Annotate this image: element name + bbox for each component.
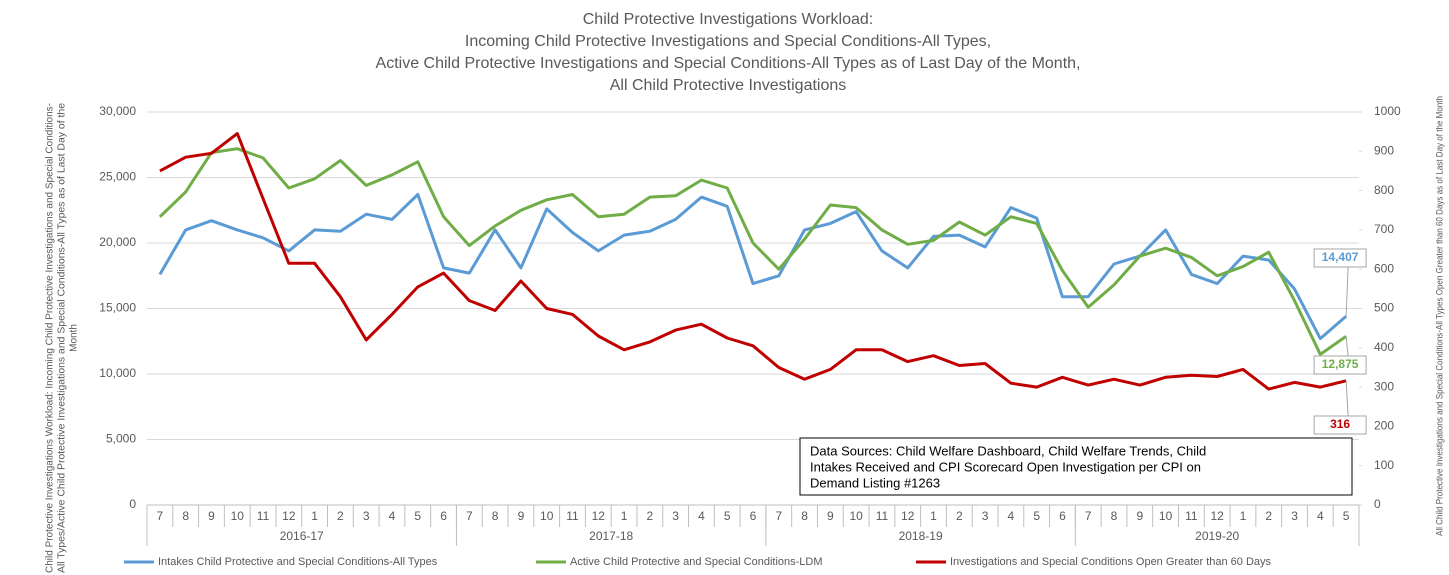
leader-line — [1345, 336, 1349, 357]
x-tick-label: 2 — [956, 509, 963, 523]
y2-tick-label: 900 — [1374, 143, 1394, 157]
y-tick-label: 20,000 — [99, 235, 136, 249]
x-tick-label: 5 — [1343, 509, 1350, 523]
x-tick-label: 9 — [208, 509, 215, 523]
x-tick-label: 7 — [775, 509, 782, 523]
x-tick-label: 11 — [876, 509, 889, 523]
value-label-box — [1313, 415, 1367, 435]
x-group-label: 2019-20 — [1195, 529, 1239, 543]
chart-title: Incoming Child Protective Investigations… — [465, 33, 991, 50]
x-tick-label: 7 — [1085, 509, 1092, 523]
x-tick-label: 6 — [750, 509, 757, 523]
x-tick-label: 3 — [672, 509, 679, 523]
chart-title: Active Child Protective Investigations a… — [376, 55, 1081, 72]
x-tick-label: 9 — [827, 509, 834, 523]
annotation-text: Demand Listing #1263 — [810, 475, 940, 490]
x-tick-label: 5 — [1033, 509, 1040, 523]
x-tick-label: 12 — [1210, 509, 1224, 523]
y-tick-label: 25,000 — [99, 170, 136, 184]
x-tick-label: 9 — [1136, 509, 1143, 523]
series-line — [159, 132, 1347, 391]
x-tick-label: 11 — [257, 509, 270, 523]
y2-tick-label: 300 — [1374, 379, 1394, 393]
x-tick-label: 2 — [647, 509, 654, 523]
x-group-label: 2017-18 — [589, 529, 633, 543]
leader-line — [1345, 380, 1349, 417]
x-tick-label: 8 — [801, 509, 808, 523]
y2-tick-label: 700 — [1374, 222, 1394, 236]
y2-tick-label: 400 — [1374, 340, 1394, 354]
leader-line — [1345, 266, 1349, 317]
y2-tick-label: 800 — [1374, 183, 1394, 197]
x-tick-label: 12 — [592, 509, 606, 523]
x-tick-label: 4 — [698, 509, 705, 523]
y2-tick-label: 100 — [1374, 458, 1394, 472]
value-label: 316 — [1330, 417, 1350, 431]
x-tick-label: 1 — [930, 509, 937, 523]
x-tick-label: 5 — [414, 509, 421, 523]
y-tick-label: 10,000 — [99, 366, 136, 380]
x-tick-label: 3 — [363, 509, 370, 523]
series-line — [158, 147, 1347, 356]
x-tick-label: 4 — [1317, 509, 1324, 523]
y-tick-label: 15,000 — [99, 301, 136, 315]
legend-label: Intakes Child Protective and Special Con… — [158, 556, 438, 568]
x-tick-label: 6 — [440, 509, 447, 523]
y-tick-label: 5,000 — [106, 432, 136, 446]
x-tick-label: 8 — [182, 509, 189, 523]
y2-axis-label: All Child Protective Investigations and … — [1434, 96, 1444, 536]
x-tick-label: 11 — [1185, 509, 1198, 523]
annotation-box — [799, 437, 1353, 496]
x-tick-label: 1 — [621, 509, 628, 523]
x-tick-label: 4 — [389, 509, 396, 523]
x-tick-label: 7 — [466, 509, 473, 523]
chart-title: Child Protective Investigations Workload… — [583, 11, 874, 28]
x-tick-label: 2 — [337, 509, 344, 523]
annotation-text: Intakes Received and CPI Scorecard Open … — [810, 459, 1201, 474]
x-tick-label: 3 — [982, 509, 989, 523]
y-axis-label-line: All Types/Active Child Protective Invest… — [57, 103, 68, 573]
y-axis-label-line: Child Protective Investigations Workload… — [45, 103, 56, 573]
x-tick-label: 12 — [282, 509, 296, 523]
x-tick-label: 1 — [1240, 509, 1247, 523]
y-axis-label-line: Month — [69, 324, 80, 352]
legend-label: Investigations and Special Conditions Op… — [950, 556, 1272, 568]
x-tick-label: 7 — [157, 509, 164, 523]
x-tick-label: 10 — [849, 509, 863, 523]
x-tick-label: 9 — [518, 509, 525, 523]
x-group-label: 2018-19 — [899, 529, 943, 543]
x-tick-label: 10 — [1159, 509, 1173, 523]
x-tick-label: 4 — [1008, 509, 1015, 523]
value-label-box — [1313, 248, 1367, 268]
value-label: 14,407 — [1322, 250, 1359, 264]
chart-title: All Child Protective Investigations — [610, 77, 847, 94]
y2-tick-label: 200 — [1374, 419, 1394, 433]
annotation-text: Data Sources: Child Welfare Dashboard, C… — [810, 443, 1206, 458]
series-line — [158, 193, 1348, 341]
x-tick-label: 8 — [1111, 509, 1118, 523]
x-tick-label: 11 — [566, 509, 579, 523]
y2-tick-label: 1000 — [1374, 104, 1401, 118]
x-tick-label: 2 — [1265, 509, 1272, 523]
x-tick-label: 8 — [492, 509, 499, 523]
x-tick-label: 3 — [1291, 509, 1298, 523]
value-label: 12,875 — [1322, 357, 1359, 371]
y-axis-label: Child Protective Investigations Workload… — [45, 103, 80, 573]
x-tick-label: 10 — [540, 509, 554, 523]
legend-label: Active Child Protective and Special Cond… — [570, 556, 823, 568]
y2-tick-label: 0 — [1374, 497, 1381, 511]
y-tick-label: 0 — [129, 497, 136, 511]
x-tick-label: 5 — [724, 509, 731, 523]
x-tick-label: 12 — [901, 509, 915, 523]
x-tick-label: 1 — [311, 509, 318, 523]
x-tick-label: 6 — [1059, 509, 1066, 523]
x-group-label: 2016-17 — [280, 529, 324, 543]
value-label-box — [1313, 355, 1367, 375]
x-tick-label: 10 — [231, 509, 245, 523]
y2-tick-label: 600 — [1374, 261, 1394, 275]
y2-tick-label: 500 — [1374, 301, 1394, 315]
y-tick-label: 30,000 — [99, 104, 136, 118]
